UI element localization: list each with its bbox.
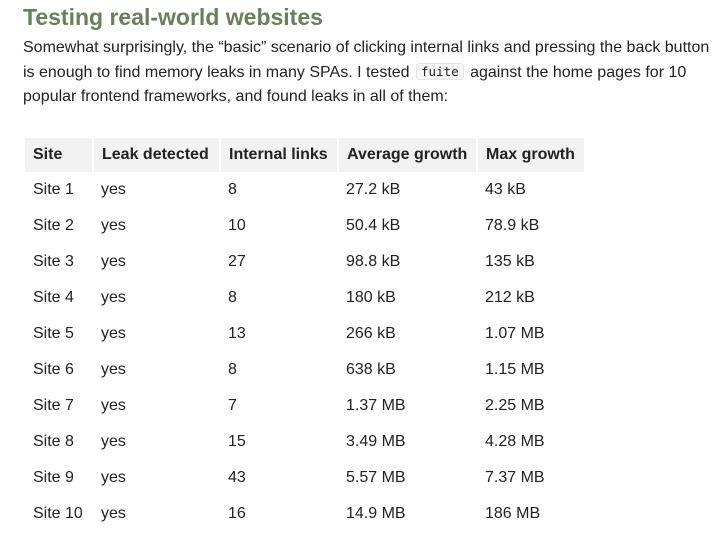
cell-internal-links: 13	[228, 325, 246, 342]
intro-text-before: Somewhat surprisingly, the “basic” scena…	[23, 39, 710, 81]
cell-leak-detected: yes	[101, 217, 126, 234]
cell-average-growth: 180 kB	[346, 289, 396, 306]
cell-average-growth: 3.49 MB	[346, 433, 406, 450]
cell-internal-links: 8	[228, 181, 237, 198]
cell-max-growth: 212 kB	[485, 289, 535, 306]
cell-leak-detected: yes	[101, 361, 126, 378]
table-row: Site 2 yes 10 50.4 kB 78.9 kB	[25, 208, 585, 244]
cell-site: Site 8	[33, 433, 74, 450]
cell-site: Site 3	[33, 253, 74, 270]
cell-internal-links: 15	[228, 433, 246, 450]
intro-paragraph: Somewhat surprisingly, the “basic” scena…	[23, 36, 713, 110]
cell-internal-links: 16	[228, 505, 246, 522]
cell-leak-detected: yes	[101, 325, 126, 342]
cell-average-growth: 50.4 kB	[346, 217, 401, 234]
cell-average-growth: 14.9 MB	[346, 505, 406, 522]
table-row: Site 1 yes 8 27.2 kB 43 kB	[25, 172, 585, 208]
cell-max-growth: 7.37 MB	[485, 469, 545, 486]
table-row: Site 10 yes 16 14.9 MB 186 MB	[25, 496, 585, 532]
inline-code: fuite	[416, 62, 464, 80]
table-row: Site 6 yes 8 638 kB 1.15 MB	[25, 352, 585, 388]
cell-leak-detected: yes	[101, 505, 126, 522]
cell-leak-detected: yes	[101, 397, 126, 414]
cell-max-growth: 1.07 MB	[485, 325, 545, 342]
header-average-growth: Average growth	[338, 138, 478, 172]
cell-internal-links: 8	[228, 289, 237, 306]
cell-leak-detected: yes	[101, 469, 126, 486]
cell-site: Site 5	[33, 325, 74, 342]
cell-max-growth: 4.28 MB	[485, 433, 545, 450]
header-internal-links: Internal links	[220, 138, 339, 172]
cell-site: Site 4	[33, 289, 74, 306]
cell-max-growth: 2.25 MB	[485, 397, 545, 414]
cell-max-growth: 1.15 MB	[485, 361, 545, 378]
cell-average-growth: 5.57 MB	[346, 469, 406, 486]
cell-site: Site 9	[33, 469, 74, 486]
results-table: Site Leak detected Internal links Averag…	[25, 138, 586, 532]
cell-internal-links: 27	[228, 253, 246, 270]
cell-leak-detected: yes	[101, 181, 126, 198]
table-row: Site 9 yes 43 5.57 MB 7.37 MB	[25, 460, 585, 496]
cell-average-growth: 638 kB	[346, 361, 396, 378]
intro-text-after: against the home pages for 10 popular fr…	[23, 63, 687, 106]
cell-max-growth: 43 kB	[485, 181, 526, 198]
cell-max-growth: 78.9 kB	[485, 217, 540, 234]
cell-internal-links: 8	[228, 361, 237, 378]
header-leak-detected: Leak detected	[93, 138, 221, 172]
cell-leak-detected: yes	[101, 253, 126, 270]
cell-average-growth: 27.2 kB	[346, 181, 401, 198]
cell-internal-links: 7	[228, 397, 237, 414]
cell-site: Site 2	[33, 217, 74, 234]
table-row: Site 8 yes 15 3.49 MB 4.28 MB	[25, 424, 585, 460]
cell-site: Site 10	[33, 505, 83, 522]
table-row: Site 5 yes 13 266 kB 1.07 MB	[25, 316, 585, 352]
table-row: Site 3 yes 27 98.8 kB 135 kB	[25, 244, 585, 280]
cell-internal-links: 10	[228, 217, 246, 234]
table-row: Site 7 yes 7 1.37 MB 2.25 MB	[25, 388, 585, 424]
cell-average-growth: 98.8 kB	[346, 253, 401, 270]
header-max-growth: Max growth	[477, 138, 586, 172]
cell-site: Site 1	[33, 181, 74, 198]
cell-site: Site 6	[33, 361, 74, 378]
table-header-row: Site Leak detected Internal links Averag…	[25, 138, 586, 172]
cell-internal-links: 43	[228, 469, 246, 486]
cell-leak-detected: yes	[101, 289, 126, 306]
cell-max-growth: 135 kB	[485, 253, 535, 270]
cell-leak-detected: yes	[101, 433, 126, 450]
section-heading: Testing real-world websites	[23, 4, 323, 30]
cell-max-growth: 186 MB	[485, 505, 541, 522]
table-row: Site 4 yes 8 180 kB 212 kB	[25, 280, 585, 316]
cell-site: Site 7	[33, 397, 74, 414]
cell-average-growth: 266 kB	[346, 325, 396, 342]
header-site: Site	[25, 138, 94, 172]
cell-average-growth: 1.37 MB	[346, 397, 406, 414]
